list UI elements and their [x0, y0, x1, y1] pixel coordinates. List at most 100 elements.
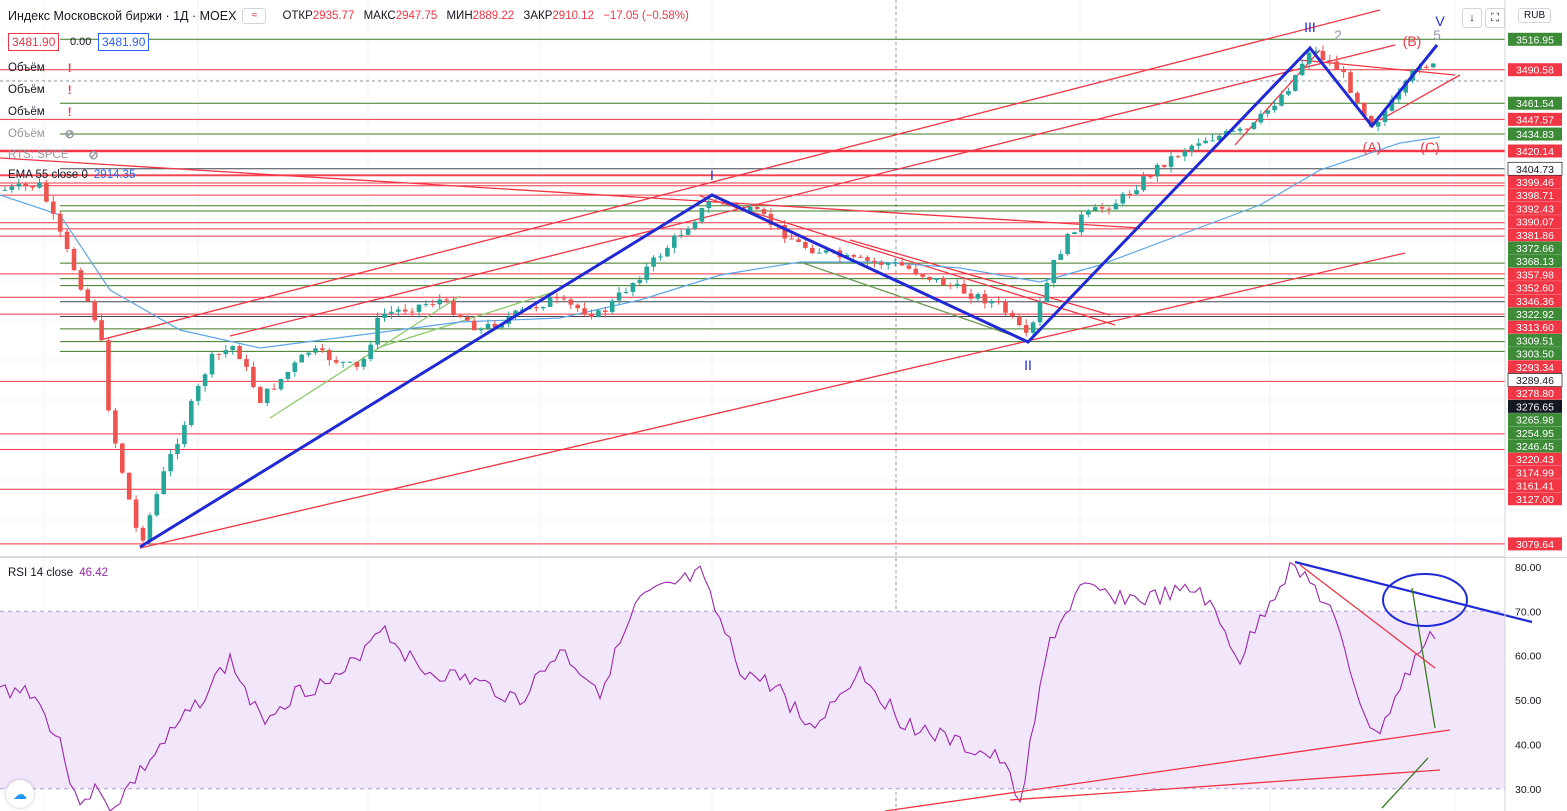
- candle: [865, 257, 870, 261]
- high-value: 2947.75: [395, 10, 438, 22]
- sell-button[interactable]: 3481.90: [8, 33, 60, 51]
- price-label-bg: [1508, 439, 1562, 453]
- candle: [154, 494, 160, 516]
- candle: [409, 311, 415, 313]
- price-label-bg: [1508, 63, 1562, 77]
- rsi-trend-line: [1381, 757, 1429, 809]
- candle: [223, 350, 229, 355]
- legend-volume-4[interactable]: Объём ⊘: [8, 127, 77, 141]
- buy-button[interactable]: 3481.90: [98, 33, 150, 51]
- candle: [51, 201, 56, 214]
- ohlc-readout: ОТКР2935.77 МАКС2947.75 МИН2889.22 ЗАКР2…: [282, 10, 694, 22]
- legend-volume-1[interactable]: Объём!: [8, 61, 77, 75]
- candle: [672, 235, 677, 248]
- trend-line: [1299, 59, 1456, 76]
- symbol-title[interactable]: Индекс Московской биржи · 1Д · MOEX: [8, 9, 237, 23]
- candle: [699, 208, 705, 222]
- compare-icon[interactable]: ≈: [242, 8, 267, 24]
- candle: [1155, 164, 1160, 177]
- candle: [16, 183, 22, 187]
- tradingview-logo-icon[interactable]: ☁: [6, 780, 34, 808]
- price-label: 3420.14: [1516, 146, 1554, 158]
- candle: [768, 213, 774, 225]
- legend-volume-3-label: Объём: [8, 106, 45, 118]
- warning-icon[interactable]: !: [67, 105, 72, 119]
- candle: [71, 248, 77, 271]
- candle: [182, 425, 187, 445]
- candle: [561, 298, 567, 300]
- eye-off-icon[interactable]: ⊘: [88, 148, 99, 162]
- price-label: 3276.65: [1516, 401, 1554, 413]
- trend-line: [99, 9, 1381, 341]
- price-label: 3404.73: [1516, 164, 1554, 176]
- currency-button[interactable]: RUB: [1518, 8, 1552, 23]
- price-label-bg: [1508, 144, 1562, 158]
- price-label: 3313.60: [1516, 322, 1554, 334]
- price-label-bg: [1508, 347, 1562, 361]
- candle: [1168, 156, 1174, 167]
- candle: [927, 276, 932, 280]
- open-value: 2935.77: [312, 10, 355, 22]
- candle: [575, 304, 580, 309]
- candle: [858, 256, 863, 258]
- candle: [471, 320, 477, 331]
- hidden-indicator-label: RTS: SPCE: [8, 149, 69, 161]
- price-label: 3322.92: [1516, 309, 1554, 321]
- candle: [1396, 92, 1402, 100]
- legend-rsi[interactable]: RSI 14 close 46.42: [8, 567, 108, 579]
- candle: [1313, 50, 1319, 53]
- candle: [1286, 90, 1291, 95]
- eye-off-icon[interactable]: ⊘: [64, 127, 75, 141]
- candle: [347, 361, 353, 363]
- trend-line: [229, 44, 1396, 337]
- candle: [534, 307, 539, 309]
- rsi-tick-label: 80.00: [1515, 562, 1541, 574]
- candle: [885, 263, 891, 265]
- fullscreen-icon[interactable]: ⛶: [1485, 8, 1505, 28]
- price-label: 3309.51: [1516, 335, 1554, 347]
- candle: [99, 320, 104, 341]
- price-label: 3447.57: [1516, 114, 1554, 126]
- candle: [816, 252, 822, 254]
- candle: [1217, 135, 1222, 141]
- candle: [1044, 282, 1050, 302]
- candle: [872, 260, 877, 263]
- candle: [968, 293, 974, 299]
- candle: [271, 388, 277, 390]
- candle: [492, 323, 498, 328]
- wave-path: [139, 44, 1439, 549]
- candle: [513, 310, 518, 317]
- warning-icon[interactable]: !: [67, 61, 72, 75]
- price-label-bg: [1508, 112, 1562, 126]
- warning-icon[interactable]: !: [67, 83, 72, 97]
- ema-label: EMA 55 close 0: [8, 169, 88, 181]
- ema-path: [0, 136, 1441, 349]
- candle: [540, 306, 546, 309]
- candle: [92, 301, 97, 321]
- candle: [140, 527, 146, 541]
- wave-label: (A): [1363, 139, 1382, 155]
- candle: [306, 352, 311, 355]
- legend-ema[interactable]: EMA 55 close 0 2914.35: [8, 169, 135, 181]
- wave-label: III: [1304, 19, 1316, 35]
- high-label: МАКС: [363, 10, 396, 22]
- candle: [437, 299, 442, 305]
- candle: [1092, 207, 1098, 211]
- candle: [382, 313, 387, 318]
- arrow-down-icon[interactable]: ↓: [1462, 8, 1482, 28]
- candle: [1058, 254, 1063, 260]
- candle: [761, 209, 767, 214]
- rsi-band-fill: [0, 611, 1505, 789]
- price-label-bg: [1508, 320, 1562, 334]
- candle: [665, 247, 670, 257]
- candle: [168, 454, 173, 472]
- legend-volume-2[interactable]: Объём!: [8, 83, 77, 97]
- candle: [333, 360, 339, 363]
- legend-hidden-indicator[interactable]: RTS: SPCE ⊘: [8, 148, 101, 162]
- price-label-bg: [1508, 228, 1562, 242]
- rsi-tick-label: 40.00: [1515, 739, 1541, 751]
- wave-label: (B): [1403, 33, 1422, 49]
- price-label-bg: [1507, 373, 1563, 387]
- legend-volume-3[interactable]: Объём!: [8, 105, 77, 119]
